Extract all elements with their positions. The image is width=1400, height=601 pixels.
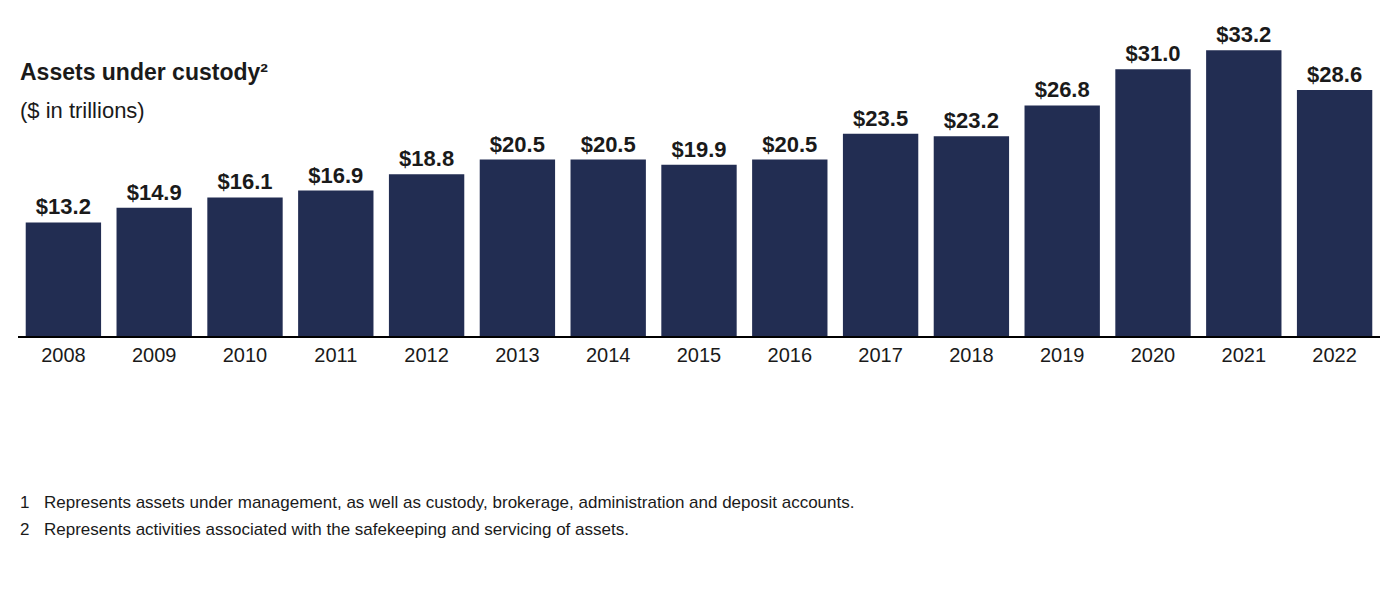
svg-text:$28.6: $28.6 <box>1307 62 1362 87</box>
svg-text:2020: 2020 <box>1131 344 1176 366</box>
svg-text:$20.5: $20.5 <box>581 132 636 157</box>
svg-text:$13.2: $13.2 <box>36 194 91 219</box>
svg-text:2011: 2011 <box>314 344 357 366</box>
svg-text:$23.2: $23.2 <box>944 108 999 133</box>
svg-text:$16.1: $16.1 <box>217 169 272 194</box>
svg-text:2019: 2019 <box>1040 344 1085 366</box>
svg-text:2008: 2008 <box>41 344 86 366</box>
svg-text:$19.9: $19.9 <box>671 137 726 162</box>
svg-text:$20.5: $20.5 <box>490 132 545 157</box>
svg-text:$20.5: $20.5 <box>762 132 817 157</box>
svg-text:($ in trillions): ($ in trillions) <box>20 98 145 123</box>
svg-text:$31.0: $31.0 <box>1125 41 1180 66</box>
svg-text:2021: 2021 <box>1222 344 1267 366</box>
svg-text:2022: 2022 <box>1312 344 1357 366</box>
svg-text:$16.9: $16.9 <box>308 163 363 188</box>
svg-text:$14.9: $14.9 <box>127 180 182 205</box>
svg-text:1: 1 <box>20 493 29 512</box>
svg-text:2010: 2010 <box>223 344 268 366</box>
svg-text:2012: 2012 <box>404 344 449 366</box>
svg-text:Assets under custody²: Assets under custody² <box>20 59 268 85</box>
svg-text:$18.8: $18.8 <box>399 146 454 171</box>
svg-text:2015: 2015 <box>677 344 722 366</box>
svg-text:$26.8: $26.8 <box>1035 77 1090 102</box>
svg-text:2009: 2009 <box>132 344 177 366</box>
svg-text:$23.5: $23.5 <box>853 106 908 131</box>
svg-text:2014: 2014 <box>586 344 631 366</box>
svg-text:2: 2 <box>20 520 29 539</box>
svg-text:Represents assets under manage: Represents assets under management, as w… <box>44 493 854 512</box>
svg-text:$33.2: $33.2 <box>1216 22 1271 47</box>
svg-text:2017: 2017 <box>858 344 903 366</box>
svg-text:Represents activities associat: Represents activities associated with th… <box>44 520 629 539</box>
svg-text:2018: 2018 <box>949 344 994 366</box>
svg-text:2016: 2016 <box>768 344 813 366</box>
svg-text:2013: 2013 <box>495 344 540 366</box>
